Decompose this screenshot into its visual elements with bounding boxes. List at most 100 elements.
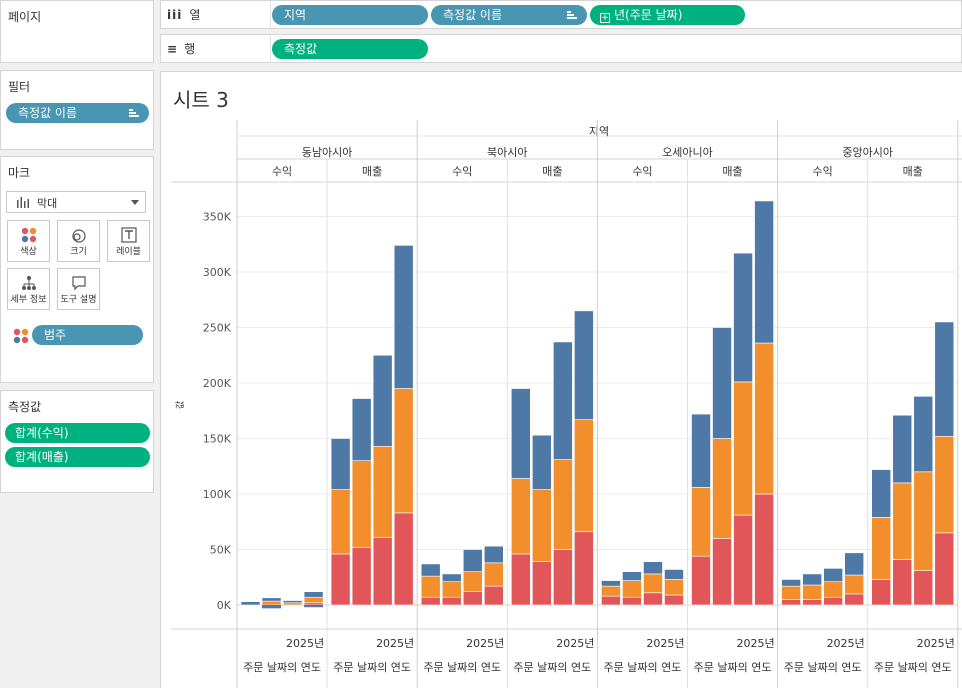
bar-segment <box>643 561 663 575</box>
expand-icon: + <box>600 13 610 23</box>
y-tick-label: 0K <box>217 599 232 612</box>
region-header: 동남아시아 <box>302 146 353 159</box>
shelf-divider <box>270 35 271 62</box>
color-dots-icon <box>21 227 36 243</box>
bar-segment <box>871 579 892 606</box>
bar-segment <box>510 388 531 479</box>
bar-segment <box>393 245 414 389</box>
label-button[interactable]: 레이블 <box>107 220 150 262</box>
measure-header: 매출 <box>542 165 562 178</box>
bar-segment <box>574 419 594 533</box>
y-tick-label: 150K <box>203 433 232 446</box>
tooltip-button[interactable]: 도구 설명 <box>57 268 100 310</box>
y-axis-title: 값 <box>174 401 186 409</box>
measure-pill-sales[interactable]: 합계(매출) <box>5 447 150 467</box>
mark-type-dropdown[interactable]: 막대 <box>6 191 146 213</box>
bar-segment <box>303 596 324 604</box>
bar-segment <box>754 200 774 344</box>
bar-segment <box>483 545 504 564</box>
columns-pill-measure-names-label: 측정값 이름 <box>443 8 503 22</box>
bar-segment <box>532 434 552 490</box>
bar-segment <box>781 585 801 600</box>
measure-header: 매출 <box>903 165 923 178</box>
size-button[interactable]: 크기 <box>57 220 100 262</box>
filters-panel: 필터 측정값 이름 <box>0 70 154 150</box>
y-tick-label: 300K <box>203 266 232 279</box>
bar-segment <box>372 536 393 606</box>
bar-segment <box>462 571 483 592</box>
columns-shelf[interactable]: iii 열 지역 측정값 이름 + 년(주문 날짜) <box>160 0 962 29</box>
columns-pill-year[interactable]: + 년(주문 날짜) <box>590 5 745 25</box>
x-axis-label: 주문 날짜의 연도 <box>513 661 591 674</box>
measure-header: 매출 <box>362 165 382 178</box>
columns-label: 열 <box>189 8 201 22</box>
measure-values-panel: 측정값 합계(수익) 합계(매출) <box>0 390 154 493</box>
columns-shelf-label: iii 열 <box>167 1 200 28</box>
rows-label: 행 <box>184 42 196 56</box>
marks-title: 마크 <box>8 166 31 180</box>
bar-segment <box>844 552 864 576</box>
bar-segment <box>420 575 441 598</box>
sort-icon <box>129 109 139 118</box>
bar-segment <box>712 538 732 606</box>
color-pill-category[interactable]: 범주 <box>32 325 143 345</box>
bar-segment <box>601 580 621 587</box>
bar-segment <box>462 591 483 606</box>
region-header: 북아시아 <box>487 146 527 159</box>
bar-segment <box>781 579 801 587</box>
bar-segment <box>282 602 303 606</box>
bar-segment <box>871 469 892 518</box>
bar-segment <box>733 514 753 606</box>
bar-segment <box>330 438 351 490</box>
bar-segment <box>892 482 913 560</box>
pages-title: 페이지 <box>8 10 42 24</box>
tooltip-button-label: 도구 설명 <box>60 295 97 305</box>
y-tick-label: 200K <box>203 377 232 390</box>
bar-segment <box>303 591 324 598</box>
sort-icon <box>567 11 577 20</box>
rows-shelf-label: ≡ 행 <box>167 35 195 62</box>
x-tick-label: 2025년 <box>646 637 684 650</box>
x-axis-label: 주문 날짜의 연도 <box>333 661 411 674</box>
columns-pill-year-label: 년(주문 날짜) <box>614 8 683 22</box>
bar-segment <box>553 549 573 606</box>
bar-segment <box>913 471 934 571</box>
viz-canvas: 시트 3 0K 50K 100K 150K 200K 250K 300K 350K 값 지역 동남아… <box>160 71 962 688</box>
rows-shelf[interactable]: ≡ 행 측정값 <box>160 34 962 63</box>
bar-segment <box>601 585 621 597</box>
bar-segment <box>510 553 531 606</box>
bar-segment <box>913 570 934 606</box>
bar-segment <box>712 327 732 439</box>
bar-segment <box>691 487 711 557</box>
label-button-label: 레이블 <box>116 247 141 257</box>
rows-icon: ≡ <box>167 41 178 56</box>
bar-segment <box>823 596 843 606</box>
filter-pill-measure-names[interactable]: 측정값 이름 <box>6 103 149 123</box>
bar-segment <box>532 489 552 563</box>
measure-header: 수익 <box>813 165 833 178</box>
mark-type-label: 막대 <box>37 197 58 210</box>
measure-header: 수익 <box>632 165 652 178</box>
detail-button-label: 세부 정보 <box>10 295 47 305</box>
columns-pill-measure-names[interactable]: 측정값 이름 <box>431 5 587 25</box>
bar-segment <box>462 549 483 573</box>
filter-pill-label: 측정값 이름 <box>18 106 78 120</box>
bar-segment <box>483 585 504 606</box>
bar-segment <box>441 596 462 606</box>
measure-pill-profit[interactable]: 합계(수익) <box>5 423 150 443</box>
bar-segment <box>240 601 261 606</box>
bar-segment <box>330 489 351 555</box>
rows-pill-measure-values[interactable]: 측정값 <box>272 39 428 59</box>
detail-hierarchy-icon <box>21 276 36 290</box>
y-tick-label: 100K <box>203 488 232 501</box>
bar-segment <box>393 512 414 606</box>
detail-button[interactable]: 세부 정보 <box>7 268 50 310</box>
x-axis-label: 주문 날짜의 연도 <box>423 661 501 674</box>
bar-segment <box>261 597 282 602</box>
measure-header: 매출 <box>722 165 742 178</box>
size-button-label: 크기 <box>70 247 87 257</box>
columns-pill-region[interactable]: 지역 <box>272 5 428 25</box>
bar-segment <box>691 413 711 488</box>
color-button[interactable]: 색상 <box>7 220 50 262</box>
bar-segment <box>303 602 324 606</box>
